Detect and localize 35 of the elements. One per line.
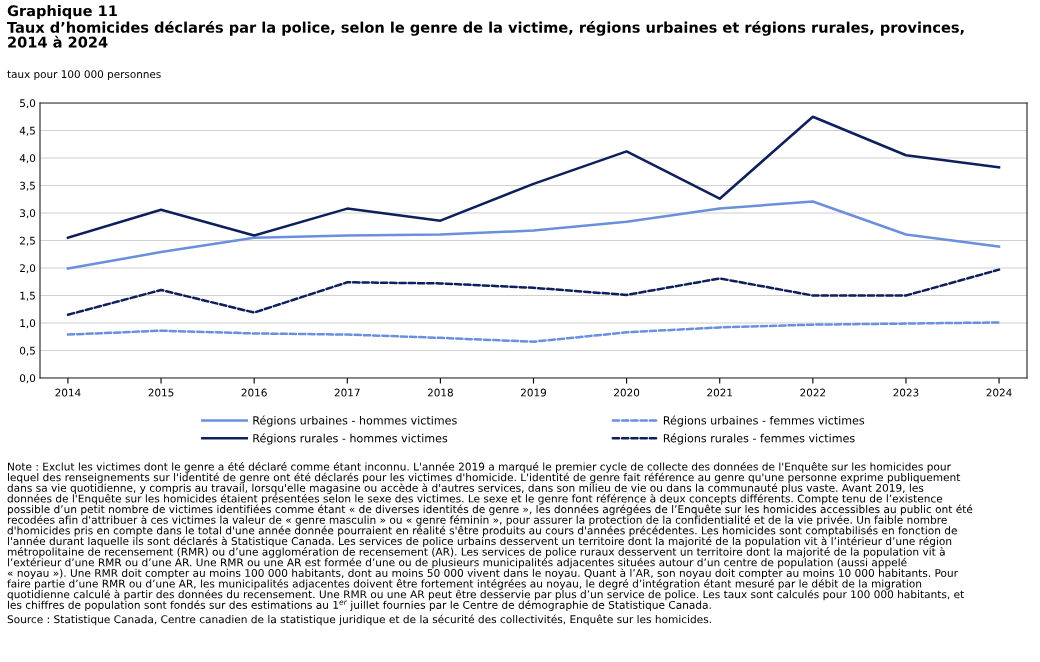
y-tick-label: 1,0	[20, 319, 36, 329]
line-series	[66, 115, 1001, 239]
x-tick-label: 2016	[241, 388, 267, 397]
x-tick-label: 2024	[986, 388, 1012, 397]
y-tick-label: 3,0	[20, 209, 36, 219]
x-tick-label: 2018	[427, 388, 453, 397]
text: Note : Exclut les victimes dont le genre a été déclaré comme étant inconnu. L'année 2019 a marqué le premier cycle de collecte des données de l'Enquête sur les homicides pour lequel des renseignements sur l'identité de genre ont été déclarés pour les victimes d'homicide. L'identité de genre fait référence au genre qu'une personne exprime publiquement dans sa vie quotidienne, y compris au travail, lorsqu'elle magasine ou accède à d'autres services, dans son milieu de vie ou dans la communauté plus vaste. Avant 2019, les données de l'Enquête sur les homicides étaient présentées selon le sexe des victimes. Le sexe et le genre font référence à deux concepts différents. Compte tenu de l’existence possible d’un petit nombre de victimes identifiées comme étant « de diverses identités de genre », les données agrégées de l’Enquête sur les homicides accessibles au public ont été recodées afin d'attribuer à ces victimes la valeur de « genre masculin » ou « genre féminin », pour assurer la protection de la confidentialité et de la vie privée. Un faible nombre d'homicides pris en compte dans le total d'une année donnée pourraient en réalité s'être produits au cours d'années précédentes. Les homicides sont comptabilisés en fonction de l'année durant laquelle ils sont déclarés à Statistique Canada. Les services de police urbains desservent un territoire dont la majorité de la population vit à l’intérieur d’une région métropolitaine de recensement (RMR) ou d’une agglomération de recensement (AR). Les services de police ruraux desservent un territoire dont la majorité de la population vit à l’extérieur d’une RMR ou d’une AR. Une RMR ou une AR est formée d’une ou de plusieurs municipalités adjacentes situées autour d’un centre de population (aussi appelé « noyau »). Une RMR doit compter au moins 100 000 habitants, dont au moins 50 000 vivent dans le noyau. Quant à l’AR, son noyau doit compter au moins 10 000 habitants. Pour faire partie d’une RMR ou d’une AR, les municipalités adjacentes doivent être fortement intégrées au noyau, le degré d’intégration étant mesuré par le débit de la migration quotidienne calculé à partir des données du recensement. Une RMR ou une AR peut être desservie par plus d’un service de police. Les taux sont calculés pour 100 000 habitants, et les chiffres de population sont fondés sur des estimations au 1$^{er}$ juillet fournies par le Centre de démographie de Statistique Canada.	[7, 462, 973, 611]
y-tick-label: 3,5	[20, 181, 35, 191]
x-tick-label: 2021	[707, 388, 733, 397]
x-tick-label: 2019	[521, 388, 547, 397]
legend-label: Régions rurales - femmes victimes	[663, 433, 855, 445]
source-note: Source : Statistique Canada, Centre canadien de la statistique juridique et de la sécurité des collectivités, Enquête sur les homicides.	[7, 614, 711, 626]
y-tick-label: 1,5	[20, 291, 35, 301]
x-tick-label: 2015	[148, 388, 174, 397]
chart-title: Graphique 11	[7, 5, 117, 20]
y-tick-label: 4,5	[19, 126, 35, 136]
x-tick-label: 2014	[55, 388, 81, 397]
x-tick-label: 2017	[334, 388, 360, 397]
y-tick-label: 0,5	[19, 346, 35, 356]
x-tick-label: 2023	[893, 388, 919, 397]
x-tick-label: 2022	[800, 388, 826, 397]
line-series	[66, 200, 1001, 270]
x-tick-label: 2020	[614, 388, 640, 397]
legend-label: Régions urbaines - femmes victimes	[663, 415, 865, 427]
y-axis-title: taux pour 100 000 personnes	[7, 70, 161, 81]
y-tick-label: 2,0	[20, 264, 36, 274]
legend-label: Régions urbaines - hommes victimes	[253, 415, 457, 427]
y-tick-label: 0,0	[19, 374, 36, 384]
chart-subtitle: Taux d’homicides déclarés par la police, selon le genre de la victime, régions urbaines et régions rurales, provinces, 2014 à 2024	[7, 21, 964, 48]
line-series	[66, 268, 1001, 316]
line-series	[66, 321, 1001, 343]
y-tick-label: 5,0	[20, 99, 36, 109]
legend-label: Régions rurales - hommes victimes	[253, 433, 448, 445]
y-tick-label: 2,5	[20, 236, 35, 246]
y-tick-label: 4,0	[19, 154, 36, 164]
